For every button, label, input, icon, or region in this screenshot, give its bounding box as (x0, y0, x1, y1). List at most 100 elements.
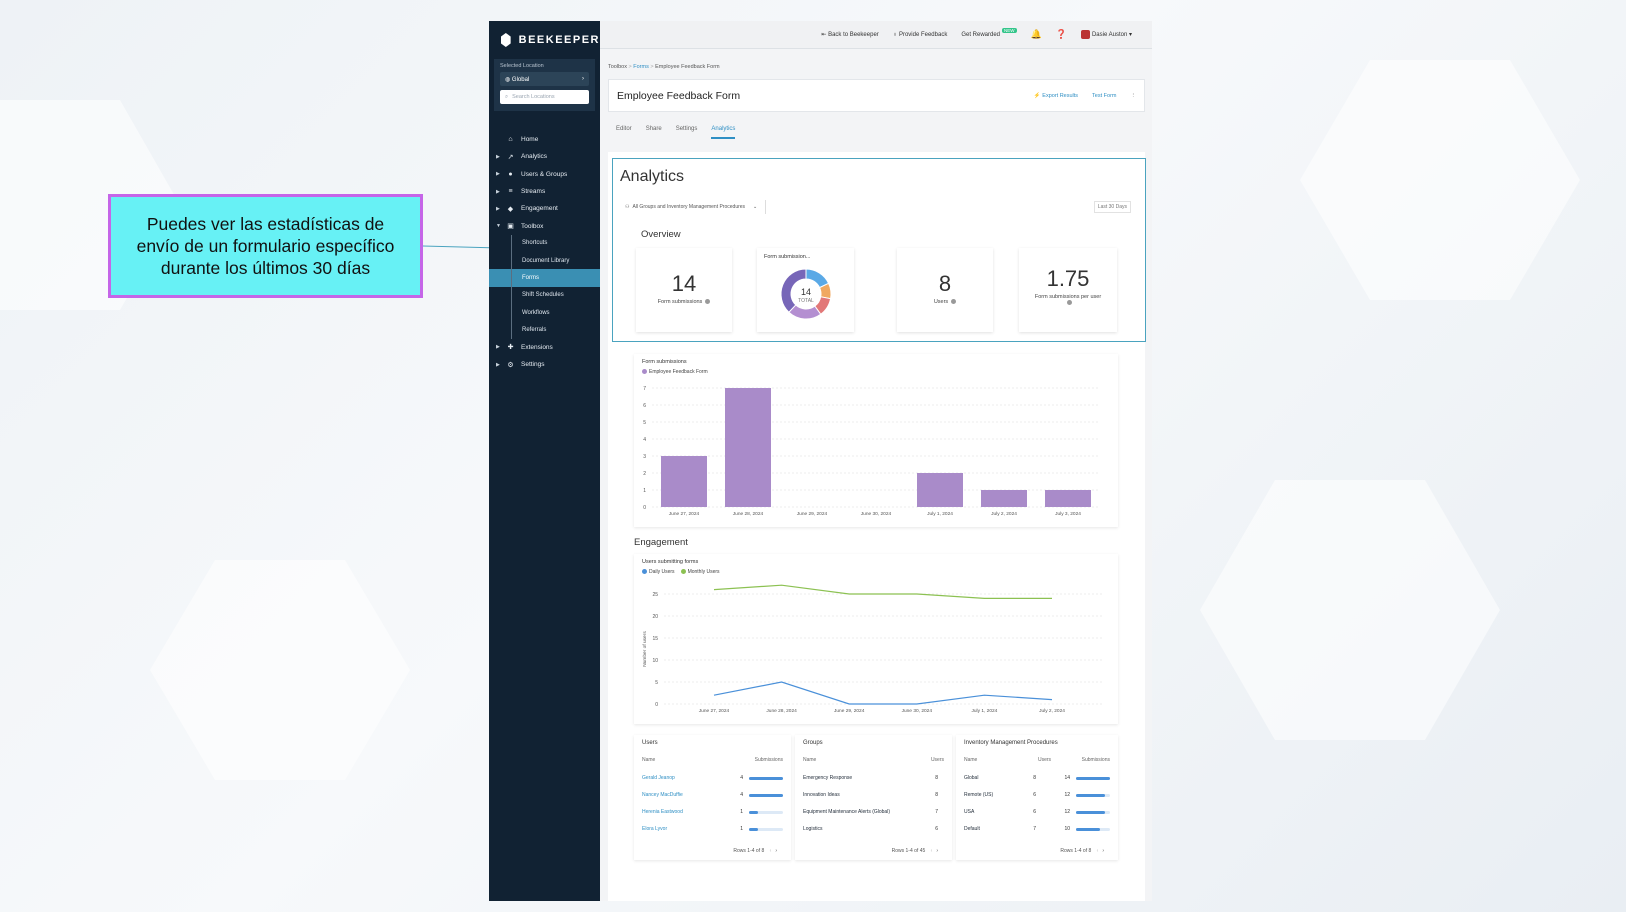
sidebar-item-settings[interactable]: ▶ ⚙ Settings (489, 356, 600, 373)
sidebar-item-analytics[interactable]: ▶ ↗ Analytics (489, 148, 600, 165)
sidebar-item-engagement[interactable]: ▶ ◆ Engagement (489, 200, 600, 217)
table-row[interactable]: Equipment Maintenance Alerts (Global) 7 (803, 807, 944, 817)
streams-icon: ≡ (508, 188, 513, 196)
bar[interactable] (917, 473, 963, 507)
chevron-left-icon[interactable]: ‹ (930, 848, 933, 854)
column-header-users[interactable]: Users (1037, 757, 1052, 763)
provide-feedback-link[interactable]: ♁ Provide Feedback (893, 32, 948, 38)
inventory-table-header: Name Users Submissions (964, 757, 1110, 763)
megaphone-icon: ◆ (507, 205, 514, 213)
sidebar-item-users-groups[interactable]: ▶ ● Users & Groups (489, 166, 600, 183)
row-name: Equipment Maintenance Alerts (Global) (803, 809, 890, 815)
table-row[interactable]: Logistics 6 (803, 824, 944, 834)
sidebar-item-home[interactable]: ⌂ Home (489, 131, 600, 148)
table-row[interactable]: Emergency Response 8 (803, 773, 944, 783)
table-row[interactable]: Herenia Eastwood 1 (642, 807, 783, 817)
sidebar: BEEKEEPER Selected Location ◍ Global › ⌕… (489, 21, 600, 901)
bar[interactable] (661, 456, 707, 507)
column-header-name[interactable]: Name (803, 757, 817, 763)
row-name[interactable]: Nancey MacDuffie (642, 792, 683, 798)
sidebar-subitem-workflows[interactable]: Workflows (489, 303, 600, 322)
chevron-left-icon[interactable]: ‹ (1096, 848, 1099, 854)
legend-entry[interactable]: Monthly Users (680, 569, 720, 575)
chevron-right-icon[interactable]: › (936, 848, 938, 854)
column-header-name[interactable]: Name (964, 757, 978, 763)
stat-card-donut: Form submission... 14 TOTAL (757, 248, 854, 332)
location-search-input[interactable]: ⌕ Search Locations (500, 90, 589, 104)
sidebar-subitem-shift-schedules[interactable]: Shift Schedules (489, 286, 600, 305)
tab-settings[interactable]: Settings (675, 126, 698, 132)
sidebar-subitem-shortcuts[interactable]: Shortcuts (489, 234, 600, 253)
export-results-button[interactable]: ⚡ Export Results (1034, 93, 1078, 99)
tab-share[interactable]: Share (645, 126, 662, 132)
stat-card-submissions: 14 Form submissions (636, 248, 732, 332)
row-bar-fill (1076, 827, 1101, 831)
tab-analytics[interactable]: Analytics (711, 126, 736, 139)
column-header-users[interactable]: Users (930, 757, 944, 763)
sidebar-subitem-forms[interactable]: Forms (489, 269, 600, 287)
bell-icon[interactable]: 🔔 (1030, 29, 1042, 39)
row-users: 8 (1033, 775, 1036, 781)
chevron-right-icon[interactable]: › (1102, 848, 1104, 854)
page-header: Employee Feedback Form ⚡ Export Results … (608, 79, 1145, 112)
group-filter-dropdown[interactable]: ⚇ All Groups and Inventory Management Pr… (625, 200, 767, 214)
y-tick-label: 4 (643, 437, 646, 443)
sidebar-subitem-referrals[interactable]: Referrals (489, 321, 600, 339)
table-row[interactable]: Nancey MacDuffie 4 (642, 790, 783, 800)
group-filter-label: All Groups and Inventory Management Proc… (632, 204, 746, 210)
x-tick-label: July 1, 2024 (927, 511, 953, 517)
date-range-button[interactable]: Last 30 Days (1093, 201, 1131, 213)
y-tick-label: 3 (643, 454, 646, 460)
donut-slice[interactable] (780, 268, 806, 313)
bar[interactable] (981, 490, 1027, 507)
table-row[interactable]: Default 7 10 (964, 824, 1110, 834)
breadcrumb-toolbox[interactable]: Toolbox (608, 64, 627, 70)
bar[interactable] (725, 388, 771, 507)
info-icon[interactable] (951, 299, 957, 305)
table-row[interactable]: USA 6 12 (964, 807, 1110, 817)
legend-entry[interactable]: Daily Users (642, 569, 675, 575)
user-menu[interactable]: Dasie Auston ▾ (1080, 30, 1132, 39)
caret-right-icon: ▶ (496, 205, 500, 212)
column-header-submissions[interactable]: Submissions (754, 757, 783, 763)
sidebar-item-streams[interactable]: ▶ ≡ Streams (489, 183, 600, 200)
legend-entry[interactable]: Employee Feedback Form (642, 369, 708, 375)
sidebar-item-extensions[interactable]: ▶ ✚ Extensions (489, 339, 600, 356)
chevron-left-icon[interactable]: ‹ (769, 848, 772, 854)
series-line[interactable] (713, 681, 1053, 705)
page-title: Employee Feedback Form (617, 89, 741, 102)
column-header-name[interactable]: Name (642, 757, 656, 763)
sidebar-subitem-document-library[interactable]: Document Library (489, 252, 600, 270)
table-row[interactable]: Remote (US) 6 12 (964, 790, 1110, 800)
brand-logo[interactable]: BEEKEEPER (489, 21, 600, 59)
row-name[interactable]: Herenia Eastwood (642, 809, 683, 815)
more-options-icon[interactable]: ⋮ (1130, 92, 1137, 99)
series-line[interactable] (713, 584, 1052, 600)
table-row[interactable]: Elora Lyvor 1 (642, 824, 783, 834)
row-bar-fill (749, 793, 783, 797)
chevron-right-icon[interactable]: › (775, 848, 777, 854)
info-icon[interactable] (1067, 300, 1072, 306)
test-form-button[interactable]: Test Form (1092, 92, 1117, 99)
location-dropdown[interactable]: ◍ Global › (500, 72, 589, 86)
tab-editor[interactable]: Editor (616, 126, 632, 132)
table-row[interactable]: Global 8 14 (964, 773, 1110, 783)
help-icon[interactable]: ❓ (1055, 29, 1067, 39)
row-name: Logistics (803, 826, 823, 832)
sidebar-item-toolbox[interactable]: ▼ ▣ Toolbox (489, 217, 600, 234)
row-name[interactable]: Gerald Jeanop (642, 775, 675, 781)
info-icon[interactable] (705, 299, 711, 305)
sidebar-subitem-label: Referrals (522, 326, 547, 333)
bar[interactable] (1045, 490, 1091, 507)
table-row[interactable]: Gerald Jeanop 4 (642, 773, 783, 783)
back-to-beekeeper-link[interactable]: ⇤ Back to Beekeeper (821, 31, 878, 38)
form-submissions-chart-card: Form submissions Employee Feedback Form … (634, 354, 1118, 527)
breadcrumb-forms[interactable]: Forms (633, 64, 649, 70)
table-row[interactable]: Innovation Ideas 8 (803, 790, 944, 800)
row-name[interactable]: Elora Lyvor (642, 826, 668, 832)
get-rewarded-link[interactable]: Get RewardedNEW (961, 27, 1017, 38)
row-bar (749, 810, 783, 814)
row-value: 1 (740, 809, 743, 815)
column-header-submissions[interactable]: Submissions (1081, 757, 1110, 763)
